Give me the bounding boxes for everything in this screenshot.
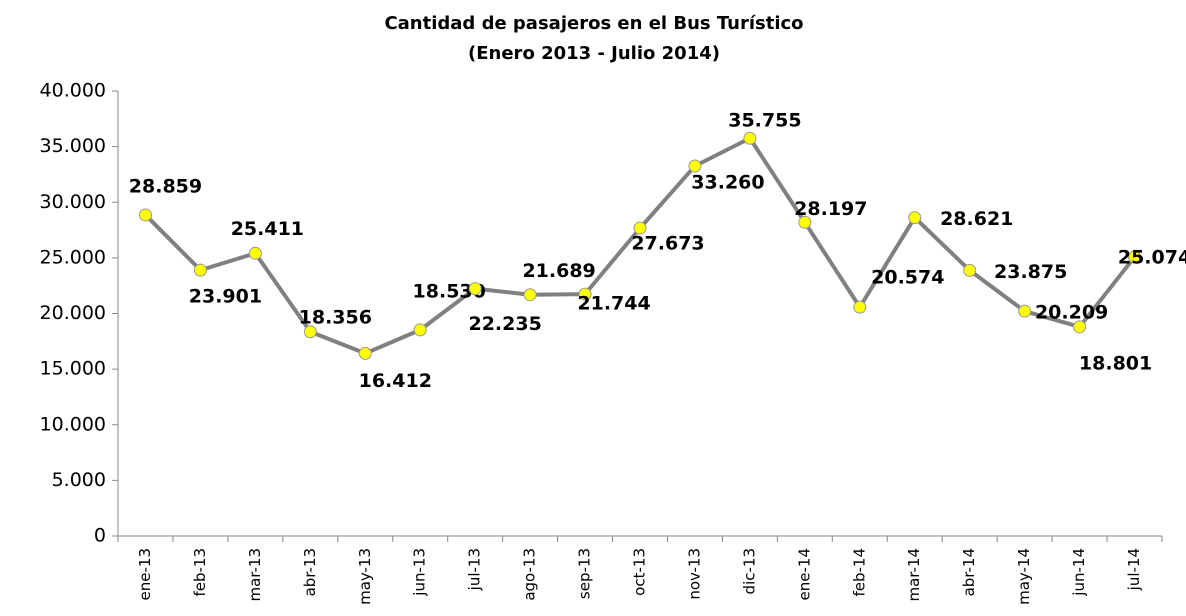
y-tick-label: 20.000	[40, 302, 106, 324]
chart-subtitle: (Enero 2013 - Julio 2014)	[468, 43, 720, 64]
marker	[853, 300, 867, 314]
data-label: 21.744	[577, 293, 650, 315]
x-tick-label: feb-13	[191, 548, 209, 597]
marker	[743, 131, 757, 145]
x-tick-label: jul-14	[1125, 548, 1143, 591]
x-tick-label: abr-14	[960, 548, 978, 596]
marker	[138, 208, 152, 222]
x-tick-label: may-14	[1015, 548, 1033, 605]
y-tick-label: 5.000	[52, 469, 106, 491]
data-label: 18.530	[413, 280, 486, 302]
data-label: 20.209	[1035, 302, 1108, 324]
chart-title: Cantidad de pasajeros en el Bus Turístic…	[384, 13, 803, 34]
x-tick-label: jun-13	[411, 548, 429, 597]
y-tick-label: 25.000	[40, 246, 106, 268]
x-tick-label: mar-13	[246, 548, 264, 602]
x-tick-label: ene-14	[795, 548, 813, 600]
data-label: 16.412	[359, 370, 432, 392]
marker	[1073, 320, 1087, 334]
data-label: 33.260	[691, 171, 764, 193]
x-tick-label: ene-13	[136, 548, 154, 600]
marker	[193, 263, 207, 277]
marker	[413, 323, 427, 337]
marker	[248, 246, 262, 260]
data-label: 21.689	[522, 260, 595, 282]
marker	[798, 215, 812, 229]
marker	[688, 159, 702, 173]
data-label: 22.235	[468, 313, 541, 335]
x-tick-label: ago-13	[521, 548, 539, 601]
data-label: 27.673	[631, 233, 704, 255]
y-tick-label: 0	[94, 525, 106, 547]
marker	[468, 282, 482, 296]
x-tick-label: abr-13	[301, 548, 319, 596]
data-label: 23.875	[994, 261, 1067, 283]
x-tick-label: feb-14	[850, 548, 868, 597]
x-tick-label: sep-13	[576, 548, 594, 599]
y-tick-label: 15.000	[40, 358, 106, 380]
marker	[578, 287, 592, 301]
x-tick-label: nov-13	[685, 548, 703, 600]
data-label: 20.574	[871, 267, 944, 289]
y-tick-label: 35.000	[40, 135, 106, 157]
marker	[523, 288, 537, 302]
data-label: 28.621	[940, 208, 1013, 230]
x-tick-label: oct-13	[631, 548, 649, 596]
y-tick-label: 40.000	[40, 80, 106, 102]
marker	[1018, 304, 1032, 318]
data-label: 23.901	[189, 286, 262, 308]
y-tick-label: 30.000	[40, 191, 106, 213]
marker	[633, 221, 647, 235]
data-label: 18.801	[1079, 352, 1152, 374]
data-label: 25.074	[1118, 247, 1186, 269]
marker	[1128, 250, 1142, 264]
x-tick-label: mar-14	[905, 548, 923, 602]
marker	[908, 211, 922, 225]
marker	[358, 346, 372, 360]
x-tick-label: jun-14	[1070, 548, 1088, 597]
marker	[963, 263, 977, 277]
data-label: 28.197	[794, 198, 867, 220]
x-tick-label: dic-13	[740, 548, 758, 594]
x-tick-label: may-13	[356, 548, 374, 605]
data-label: 35.755	[728, 110, 801, 132]
marker	[303, 325, 317, 339]
data-label: 25.411	[231, 218, 304, 240]
y-tick-label: 10.000	[40, 413, 106, 435]
x-tick-label: jul-13	[466, 548, 484, 591]
data-label: 28.859	[129, 175, 202, 197]
data-label: 18.356	[299, 306, 372, 328]
